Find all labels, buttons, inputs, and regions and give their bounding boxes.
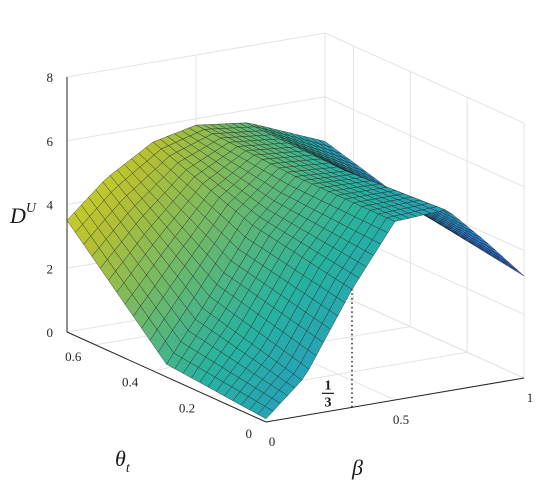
y-axis-label: θt bbox=[115, 446, 131, 476]
y-tick-label: 0 bbox=[246, 426, 253, 441]
z-tick-label: 4 bbox=[47, 198, 54, 213]
z-tick-label: 2 bbox=[47, 261, 54, 276]
annotation-numerator: 1 bbox=[324, 378, 331, 393]
z-tick-label: 0 bbox=[47, 325, 54, 340]
grid-line-x-floor bbox=[324, 287, 525, 379]
surface-cell bbox=[257, 406, 274, 420]
surface-cell bbox=[508, 264, 525, 277]
axis-line bbox=[265, 377, 525, 423]
x-axis-label: β bbox=[351, 455, 363, 480]
x-tick-label: 0.5 bbox=[393, 412, 409, 427]
annotation: 13 bbox=[321, 289, 353, 410]
annotation-denominator: 3 bbox=[324, 395, 331, 410]
y-tick-label: 0.6 bbox=[65, 349, 82, 364]
y-tick-label: 0.4 bbox=[122, 375, 139, 390]
grid-line-z bbox=[66, 32, 525, 124]
z-tick-label: 8 bbox=[47, 70, 54, 85]
y-tick-label: 0.2 bbox=[179, 400, 195, 415]
x-tick-label: 1 bbox=[527, 390, 534, 405]
tick-labels: 0 2 4 6 8 0 0.5 1 0 0.2 0.4 0.6 bbox=[47, 70, 534, 449]
surface-cell bbox=[501, 258, 517, 270]
z-axis-label: DU bbox=[9, 201, 37, 228]
z-tick-label: 6 bbox=[47, 134, 54, 149]
axis-line bbox=[66, 331, 267, 423]
surface-mesh bbox=[66, 122, 525, 420]
x-tick-label: 0 bbox=[269, 434, 276, 449]
